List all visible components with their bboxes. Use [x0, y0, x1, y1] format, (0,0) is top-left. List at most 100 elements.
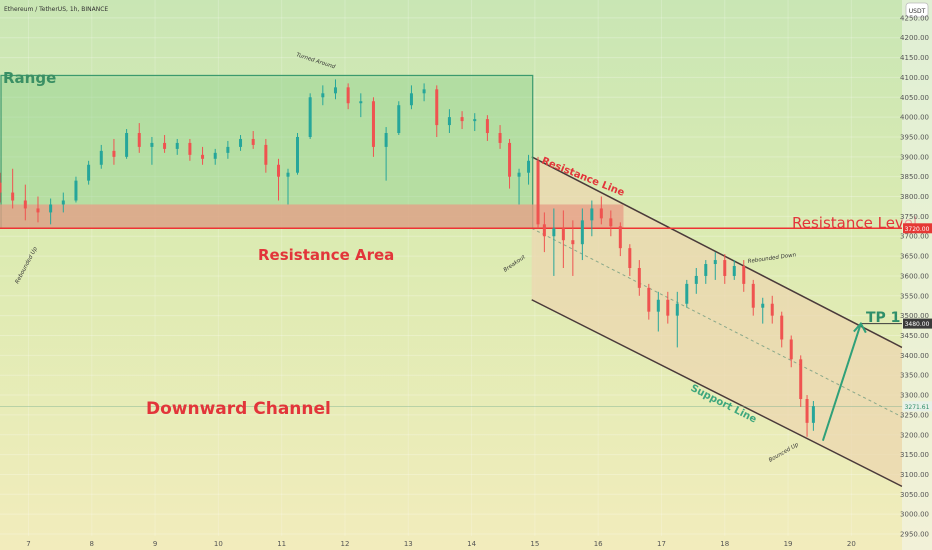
price-tick-label: 3150.00 [900, 451, 929, 459]
candle-body [99, 150, 103, 165]
annotation-rebounded-down: Rebounded Down [747, 252, 797, 265]
candle-body [251, 138, 255, 145]
annotation-bounced-up: Bounced Up [768, 442, 800, 464]
time-tick-label: 17 [657, 540, 666, 548]
candle-body [666, 299, 670, 316]
candle-body [498, 133, 502, 143]
candle-body [805, 399, 809, 423]
price-tick-label: 4100.00 [900, 74, 929, 82]
candle-body [609, 218, 613, 227]
candle-body [460, 117, 464, 122]
candle-body [409, 93, 413, 106]
time-tick-label: 7 [26, 540, 30, 548]
time-tick-label: 19 [784, 540, 793, 548]
candle-body [599, 208, 603, 219]
currency-badge-label: USDT [909, 8, 926, 15]
candle-body [137, 133, 141, 147]
price-tick-label: 3350.00 [900, 372, 929, 380]
price-tick-label: 3400.00 [900, 352, 929, 360]
price-tick-label: 3850.00 [900, 173, 929, 181]
candle-body [527, 160, 531, 173]
price-tick-label: 3200.00 [900, 431, 929, 439]
candle-body [371, 101, 375, 147]
candle-body [536, 160, 540, 225]
current-price-tag-label: 3271.61 [905, 404, 930, 411]
resistance-trendline [531, 156, 903, 349]
candle-body [435, 89, 439, 126]
price-tick-label: 3950.00 [900, 133, 929, 141]
price-tick-label: 2950.00 [900, 531, 929, 539]
projection-arrowhead [853, 321, 867, 334]
candle-body [213, 152, 217, 159]
current-price-tag [903, 401, 932, 412]
candle-body [321, 93, 325, 98]
time-tick-label: 12 [341, 540, 350, 548]
candle-body [789, 339, 793, 360]
candle-body [264, 144, 268, 165]
candle-body [296, 136, 300, 173]
candle-body [397, 105, 401, 134]
time-tick-label: 16 [594, 540, 603, 548]
candle-body [675, 303, 679, 316]
support-trendline [531, 299, 903, 488]
candle-body [552, 228, 556, 237]
annotation-rebounded-up: Rebounded Up [14, 246, 39, 285]
price-tick-label: 4200.00 [900, 34, 929, 42]
candle-body [286, 172, 290, 177]
price-tick-label: 3000.00 [900, 511, 929, 519]
candle-body [163, 142, 167, 149]
time-tick-label: 18 [720, 540, 729, 548]
candle-body [277, 164, 281, 177]
candle-body [637, 268, 641, 288]
candle-body [685, 283, 689, 304]
candle-body [473, 119, 477, 122]
time-tick-label: 11 [277, 540, 286, 548]
resistance-level-label: Resistance Level [792, 214, 917, 232]
price-tick-label: 3700.00 [900, 233, 929, 241]
candle-body [49, 204, 53, 213]
downward-channel-label: Downward Channel [146, 399, 331, 419]
candle-body [74, 180, 78, 201]
price-tick-label: 3450.00 [900, 332, 929, 340]
resistance-area-zone [0, 204, 624, 229]
candle-body [751, 283, 755, 308]
candle-body [694, 275, 698, 284]
price-tick-label: 3250.00 [900, 411, 929, 419]
candle-body [761, 303, 765, 308]
time-tick-label: 10 [214, 540, 223, 548]
resistance-price-tag [903, 223, 932, 234]
candle-body [150, 142, 154, 147]
price-tick-label: 3900.00 [900, 153, 929, 161]
candle-body [422, 89, 426, 94]
candle-body [647, 287, 651, 312]
candle-body [125, 133, 129, 157]
target-price-tag [903, 318, 932, 329]
range-label: Range [3, 69, 56, 87]
candle-body [384, 133, 388, 147]
candle-body [618, 226, 622, 249]
price-tick-label: 3100.00 [900, 471, 929, 479]
candle-body [201, 154, 205, 159]
price-tick-label: 4000.00 [900, 114, 929, 122]
downward-channel-fill [531, 156, 902, 487]
price-axis-panel [902, 0, 932, 550]
candle-body [811, 406, 815, 423]
candle-body [561, 228, 565, 241]
candle-body [87, 164, 91, 181]
candle-body [713, 260, 717, 265]
price-tick-label: 3300.00 [900, 392, 929, 400]
candle-body [704, 264, 708, 276]
time-tick-label: 15 [530, 540, 539, 548]
candle-body [333, 87, 337, 94]
target-label: TP 1 [866, 310, 900, 326]
candle-body [226, 146, 230, 153]
resistance-price-tag-label: 3720.00 [905, 226, 930, 233]
candle-body [359, 101, 363, 104]
candle-body [112, 150, 116, 157]
candle-body [23, 200, 27, 209]
candle-body [175, 142, 179, 149]
candle-body [61, 200, 65, 205]
resistance-area-label: Resistance Area [258, 246, 394, 264]
